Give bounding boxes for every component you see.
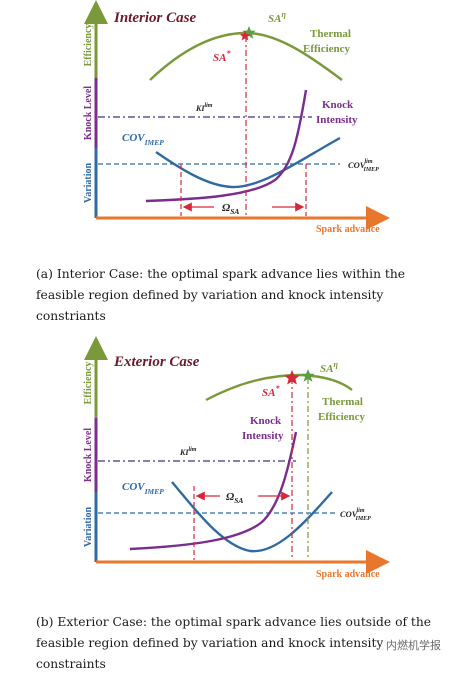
panel-a: Efficiency Knock Level Variation Spark a… — [83, 0, 390, 235]
panel-b: Efficiency Knock Level Variation Spark a… — [83, 336, 390, 580]
knock-intensity-curve — [129, 431, 298, 551]
cov-label: COVIMEP — [122, 132, 164, 147]
cov-curve — [171, 481, 333, 553]
cov-lim-label: COVlim IMEP — [348, 159, 379, 173]
cov-label: COVIMEP — [122, 481, 164, 496]
sa-star-star-icon — [239, 30, 251, 41]
efficiency-axis-label: Efficiency — [83, 24, 94, 67]
thermal-label-line-1: Thermal — [310, 28, 351, 40]
caption-a: (a) Interior Case: the optimal spark adv… — [36, 267, 406, 323]
variation-axis-label: Variation — [83, 506, 94, 547]
sa-star-star-icon — [284, 370, 300, 385]
knock-axis-label: Knock Level — [83, 428, 94, 482]
x-axis-label: Spark advance — [316, 569, 380, 580]
sa-star-label: SA* — [262, 384, 280, 399]
sa-eta-label: SAη — [268, 10, 286, 25]
sa-star-label: SA* — [213, 49, 231, 64]
ki-lim-label: KIlim — [179, 447, 197, 457]
knock-label-line-1: Knock — [250, 415, 282, 427]
panel-title: Interior Case — [113, 10, 196, 26]
cov-curve — [155, 136, 341, 189]
panel-title: Exterior Case — [113, 354, 200, 370]
figure-canvas: Efficiency Knock Level Variation Spark a… — [83, 0, 390, 580]
thermal-label-line-1: Thermal — [322, 396, 363, 408]
sa-eta-star-icon — [301, 369, 315, 382]
variation-axis-label: Variation — [83, 162, 94, 203]
ki-lim-label: KIlim — [195, 103, 213, 113]
caption-b: (b) Exterior Case: the optimal spark adv… — [36, 615, 432, 671]
watermark: 内燃机学报 — [383, 636, 444, 654]
efficiency-axis-label: Efficiency — [83, 362, 94, 405]
sa-eta-label: SAη — [320, 360, 338, 375]
thermal-label-line-2: Efficiency — [318, 411, 366, 423]
omega-sa-label: ΩSA — [222, 202, 239, 216]
knock-intensity-curve — [145, 89, 308, 203]
thermal-label-line-2: Efficiency — [303, 43, 351, 55]
knock-label-line-2: Intensity — [316, 114, 358, 126]
knock-axis-label: Knock Level — [83, 86, 94, 140]
x-axis-label: Spark advance — [316, 224, 380, 235]
knock-label-line-2: Intensity — [242, 430, 284, 442]
knock-label-line-1: Knock — [322, 99, 354, 111]
omega-sa-label: ΩSA — [226, 491, 243, 505]
thermal-efficiency-curve — [205, 373, 353, 402]
cov-lim-label: COVlim IMEP — [340, 508, 371, 522]
